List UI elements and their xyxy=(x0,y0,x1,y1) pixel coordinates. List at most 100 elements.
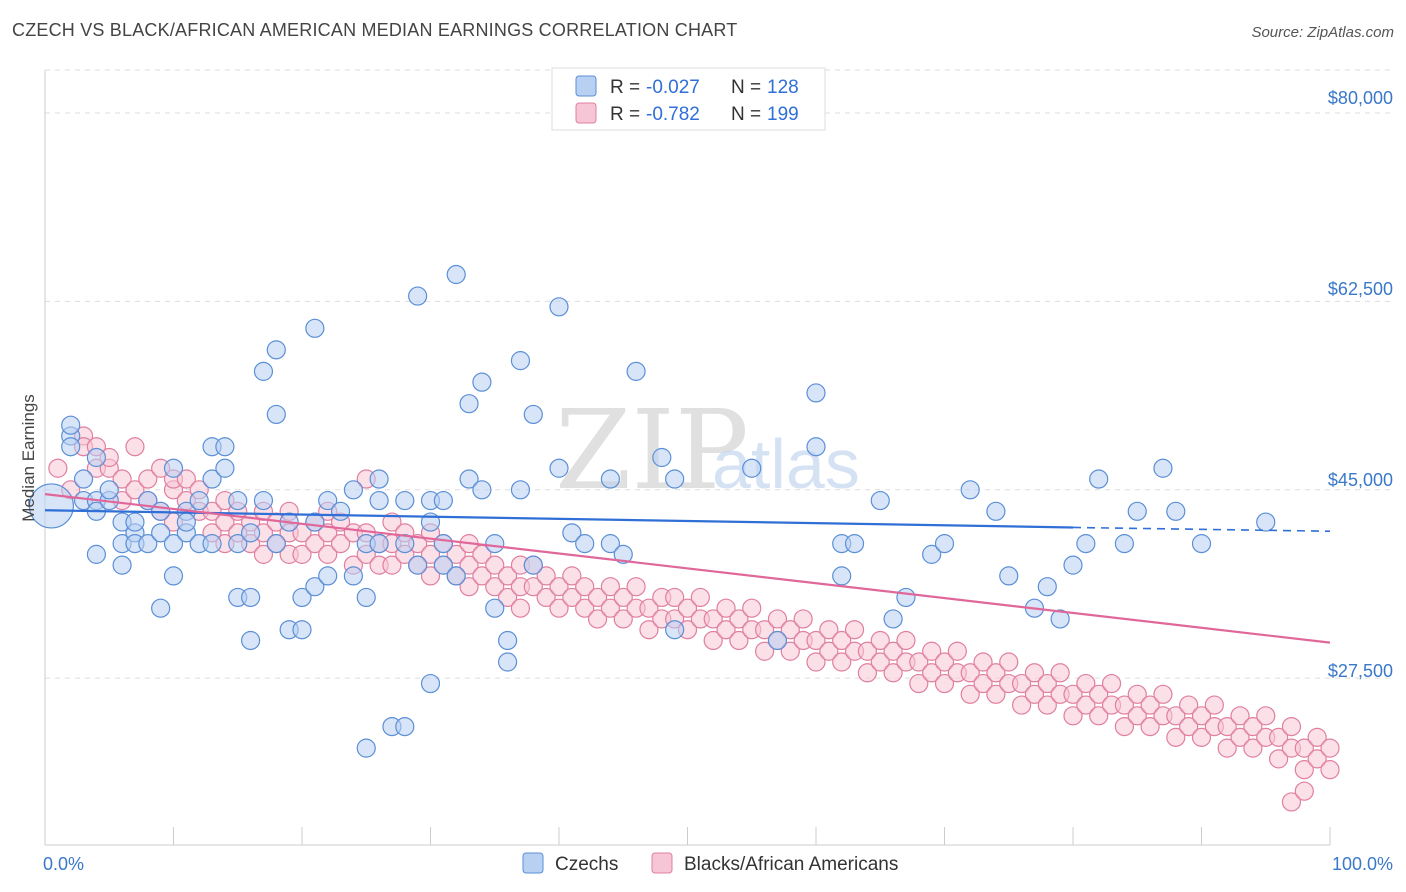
czech-point xyxy=(266,340,286,360)
black-point xyxy=(1127,706,1147,726)
black-point xyxy=(1166,727,1186,747)
black-point xyxy=(446,544,466,564)
czech-point xyxy=(960,480,980,500)
black-point xyxy=(1191,706,1212,726)
black-point xyxy=(1179,716,1199,737)
y-axis-tick-labels: $80,000 $62,500 $45,000 $27,500 xyxy=(1328,88,1393,681)
czech-point xyxy=(241,523,261,543)
black-point xyxy=(1294,760,1314,780)
black-point xyxy=(690,587,710,608)
black-point xyxy=(600,598,621,618)
black-point xyxy=(420,544,441,564)
black-point xyxy=(639,598,659,618)
black-point xyxy=(999,652,1019,672)
czech-point xyxy=(575,534,595,554)
czech-point xyxy=(125,512,145,532)
black-point xyxy=(819,620,839,640)
black-point xyxy=(960,663,980,683)
czech-point xyxy=(652,447,672,468)
y-tick-27500: $27,500 xyxy=(1328,661,1393,681)
black-point xyxy=(832,630,852,651)
black-point xyxy=(1268,727,1289,747)
czech-point xyxy=(112,555,132,575)
black-point xyxy=(125,437,145,457)
black-point xyxy=(1281,716,1302,737)
black-point xyxy=(382,512,402,532)
black-point xyxy=(1256,706,1276,726)
czech-point xyxy=(999,566,1019,586)
czech-point xyxy=(1063,555,1083,575)
czech-point xyxy=(600,469,621,489)
czech-point xyxy=(806,437,826,457)
black-point xyxy=(112,469,132,489)
czech-point-large xyxy=(28,483,75,529)
black-point xyxy=(1089,684,1109,704)
legend-czech-r-value: -0.027 xyxy=(646,77,700,98)
legend-czech-n-label: N = xyxy=(731,77,761,98)
black-point xyxy=(844,620,865,640)
black-point xyxy=(420,566,441,586)
black-point xyxy=(472,566,492,586)
black-point xyxy=(523,577,543,597)
czech-point xyxy=(356,738,376,758)
black-point xyxy=(754,641,775,661)
black-point xyxy=(1243,716,1263,737)
black-point xyxy=(253,544,274,564)
black-point xyxy=(754,620,775,640)
czech-point xyxy=(61,415,81,435)
czech-point xyxy=(446,264,466,285)
czech-point xyxy=(1127,501,1147,521)
y-tick-45000: $45,000 xyxy=(1328,470,1393,490)
black-trend-line xyxy=(44,493,1331,644)
czech-point xyxy=(1076,534,1096,554)
czech-point xyxy=(498,630,518,651)
czech-point xyxy=(433,534,453,554)
black-point xyxy=(1294,781,1314,801)
black-point xyxy=(1089,706,1109,726)
czech-point xyxy=(446,566,466,586)
czech-point xyxy=(292,587,312,608)
czech-point xyxy=(408,555,428,575)
czech-point xyxy=(369,490,389,511)
black-point xyxy=(703,609,723,629)
czech-point xyxy=(767,630,788,651)
black-point xyxy=(806,652,826,672)
black-point xyxy=(806,630,826,651)
czech-point xyxy=(523,555,543,575)
czech-point xyxy=(163,566,184,586)
grid-lines xyxy=(45,69,1393,679)
black-point xyxy=(793,609,813,629)
black-point xyxy=(485,555,505,575)
x-tick-max: 100.0% xyxy=(1332,854,1393,874)
czech-point xyxy=(498,652,518,672)
czech-point xyxy=(343,480,363,500)
black-point xyxy=(292,544,312,564)
czech-point xyxy=(1037,577,1057,597)
black-point xyxy=(870,652,890,672)
czech-point xyxy=(665,620,685,640)
black-point xyxy=(716,598,736,618)
black-point xyxy=(1140,716,1160,737)
black-point xyxy=(575,577,595,597)
czech-point xyxy=(305,577,325,597)
czech-point xyxy=(626,361,646,381)
czech-point xyxy=(459,394,479,414)
y-tick-62500: $62,500 xyxy=(1328,279,1393,299)
czech-point xyxy=(459,469,479,489)
bottom-legend-black-swatch xyxy=(651,852,673,874)
black-point xyxy=(626,577,646,597)
czech-point xyxy=(61,437,81,457)
legend-black-n-label: N = xyxy=(731,104,761,125)
czech-point xyxy=(896,587,916,608)
czech-point xyxy=(163,458,184,478)
black-point xyxy=(1217,716,1237,737)
black-point xyxy=(613,609,633,629)
czech-point xyxy=(356,587,376,608)
black-point xyxy=(1268,749,1289,769)
czech-point xyxy=(163,534,184,554)
czech-point xyxy=(510,351,531,371)
black-point xyxy=(729,609,749,629)
y-axis-label: Median Earnings xyxy=(19,394,38,522)
black-point xyxy=(510,598,531,618)
black-point xyxy=(934,673,955,694)
